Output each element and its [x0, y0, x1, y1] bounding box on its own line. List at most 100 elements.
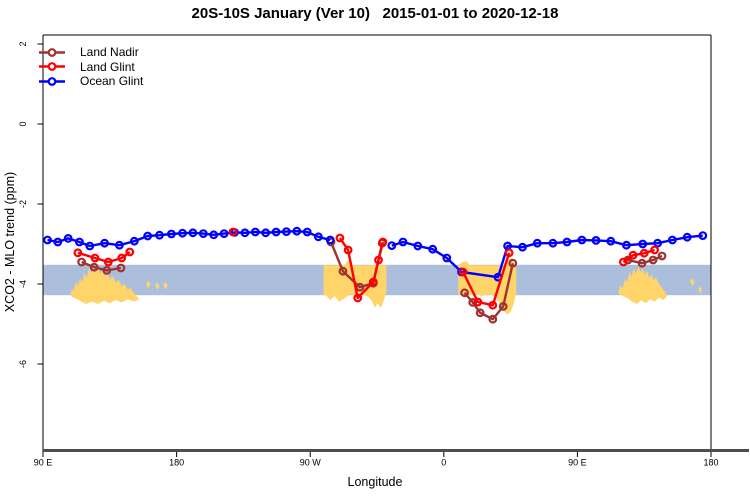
- land-glint-point: [90, 253, 100, 263]
- land-shading-polygon: [70, 266, 140, 304]
- land-nadir-point: [468, 298, 478, 307]
- ocean-glint-point: [166, 229, 176, 239]
- land-glint-point: [228, 227, 238, 237]
- land-glint-point: [353, 293, 363, 303]
- land-nadir-point: [460, 288, 470, 298]
- land-glint-point: [117, 253, 127, 263]
- x-tick-label: 180: [169, 458, 184, 468]
- ocean-glint-point: [292, 226, 302, 236]
- ocean-glint-point: [85, 241, 95, 251]
- land-nadir-point: [89, 262, 99, 272]
- chart-title: 20S-10S January (Ver 10) 2015-01-01 to 2…: [191, 5, 559, 22]
- ocean-glint-point: [250, 227, 260, 237]
- land-glint-point: [378, 237, 388, 247]
- land-shading-polygon: [146, 280, 151, 289]
- land-glint-point: [335, 233, 345, 243]
- ocean-glint-point: [577, 235, 587, 245]
- ocean-glint-point: [387, 241, 397, 251]
- land-nadir-point: [102, 266, 112, 275]
- y-axis-title: XCO2 - MLO trend (ppm): [3, 172, 17, 312]
- land-shading-polygon: [163, 282, 168, 290]
- ocean-glint-point: [219, 229, 229, 239]
- land-nadir-line: [627, 254, 663, 265]
- ocean-glint-point: [143, 231, 153, 241]
- legend-item-land-nadir: Land Nadir: [38, 45, 143, 60]
- land-nadir-point: [498, 302, 508, 311]
- land-nadir-point: [116, 263, 126, 273]
- land-nadir-point: [338, 266, 348, 276]
- land-glint-point: [125, 247, 135, 257]
- x-tick-label: 90 W: [300, 458, 322, 468]
- legend-item-ocean-glint: Ocean Glint: [38, 74, 143, 89]
- x-axis-title: Longitude: [347, 475, 403, 489]
- land-nadir-point: [488, 314, 498, 324]
- land-glint-point: [473, 297, 483, 307]
- ocean-glint-line: [391, 234, 703, 279]
- land-glint-point: [73, 248, 83, 258]
- land-glint-point: [458, 267, 468, 277]
- legend: Land Nadir Land Glint Ocean Glint: [38, 45, 143, 89]
- ocean-glint-point: [428, 244, 438, 254]
- land-nadir-marker-icon: [39, 47, 65, 57]
- land-glint-point: [619, 257, 628, 267]
- land-nadir-point: [648, 255, 658, 265]
- axes-layer: 90 E 180 90 W 0 90 E 180 2 0 -2 -4 -6: [18, 34, 749, 468]
- y-tick-label: -4: [18, 280, 28, 288]
- series-land-glint: [73, 227, 659, 310]
- land-glint-point: [374, 255, 383, 265]
- ocean-glint-point: [100, 238, 109, 248]
- x-tick-label: 0: [441, 458, 446, 468]
- legend-label: Land Glint: [80, 59, 135, 74]
- land-shading-polygon: [698, 286, 703, 294]
- ocean-glint-point: [698, 231, 708, 241]
- series-ocean-glint: [43, 226, 708, 282]
- y-tick-label: -6: [18, 360, 28, 368]
- land-glint-marker-icon: [39, 62, 65, 72]
- land-shading-polygon: [690, 278, 695, 287]
- ocean-glint-point: [188, 228, 198, 238]
- ocean-glint-point: [314, 232, 323, 242]
- ocean-glint-point: [282, 227, 291, 237]
- ocean-glint-point: [43, 235, 52, 245]
- x-tick-label: 90 E: [34, 458, 53, 468]
- land-glint-point: [103, 257, 113, 267]
- ocean-glint-point: [325, 235, 335, 245]
- ocean-glint-point: [682, 232, 692, 242]
- ocean-glint-point: [413, 241, 423, 251]
- land-glint-line: [622, 248, 655, 263]
- ocean-glint-point: [548, 238, 558, 248]
- ocean-glint-marker-icon: [39, 76, 65, 86]
- land-nadir-point: [637, 258, 647, 268]
- ocean-glint-point: [53, 237, 63, 247]
- land-nadir-point: [475, 308, 485, 318]
- land-glint-point: [639, 248, 649, 258]
- legend-label: Ocean Glint: [80, 74, 144, 88]
- ocean-glint-point: [178, 228, 187, 238]
- ocean-glint-point: [591, 235, 601, 245]
- series-layer: [43, 226, 708, 324]
- ocean-glint-point: [209, 230, 219, 240]
- land-glint-line: [462, 252, 511, 307]
- ocean-glint-point: [638, 239, 648, 249]
- ocean-glint-point: [518, 242, 527, 252]
- ocean-glint-point: [302, 227, 312, 237]
- ocean-glint-point: [63, 233, 73, 243]
- land-shading-polygon: [155, 282, 160, 290]
- ocean-glint-point: [653, 238, 662, 248]
- ocean-glint-point: [271, 227, 281, 237]
- land-glint-point: [368, 277, 378, 287]
- land-shading-polygon: [618, 266, 668, 304]
- ocean-glint-point: [155, 230, 164, 240]
- land-glint-point: [343, 245, 353, 255]
- land-nadir-line: [81, 260, 122, 272]
- x-tick-label: 90 E: [568, 458, 587, 468]
- y-tick-label: 0: [18, 121, 28, 126]
- land-glint-point: [504, 248, 514, 258]
- ocean-glint-point: [261, 228, 271, 238]
- ocean-glint-point: [240, 228, 250, 238]
- land-nadir-point: [508, 258, 518, 268]
- legend-label: Land Nadir: [80, 45, 139, 59]
- ocean-glint-point: [198, 229, 208, 239]
